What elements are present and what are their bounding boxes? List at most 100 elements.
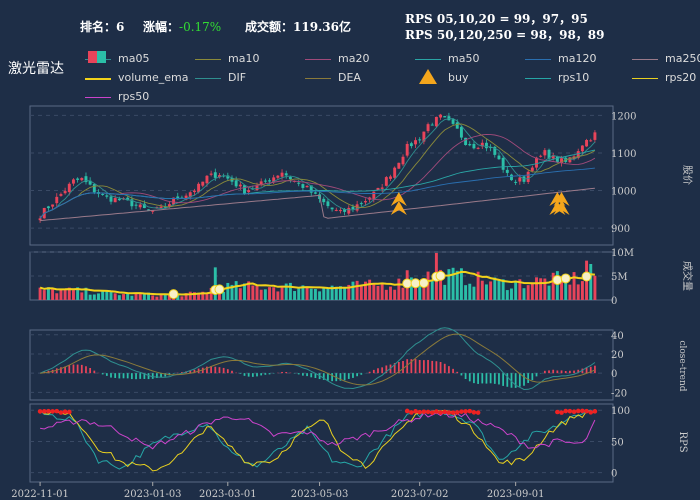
panel-frame-2 bbox=[29, 329, 614, 401]
volume-bar bbox=[59, 289, 63, 300]
rps-high-dot bbox=[417, 409, 423, 415]
rps-ylabel: RPS bbox=[677, 431, 688, 452]
volume-bar bbox=[305, 287, 309, 300]
volume-bar bbox=[92, 294, 96, 300]
volume-bar bbox=[309, 288, 313, 300]
rps-ytick-0: 0 bbox=[611, 469, 617, 480]
macd-hist-bar bbox=[489, 373, 492, 384]
macd-hist-bar bbox=[147, 373, 150, 380]
rps-high-dot bbox=[446, 410, 452, 415]
volume-bar bbox=[105, 290, 109, 300]
macd-hist-bar bbox=[473, 373, 475, 384]
candle-body bbox=[405, 143, 409, 156]
macd-hist-bar bbox=[105, 373, 108, 376]
volume-bar bbox=[284, 283, 288, 300]
candle-body bbox=[213, 172, 217, 178]
candle-body bbox=[109, 196, 113, 202]
macd-hist-bar bbox=[518, 373, 521, 387]
volume-bar bbox=[409, 277, 413, 300]
candle-body bbox=[284, 173, 288, 176]
volume-bar bbox=[138, 293, 142, 300]
volume-bar bbox=[439, 269, 443, 300]
volume-bar bbox=[526, 285, 530, 300]
candle-body bbox=[551, 155, 555, 159]
candle-body bbox=[422, 131, 426, 142]
candle-body bbox=[476, 147, 480, 149]
legend-label-DIF: DIF bbox=[228, 71, 247, 84]
candle-body bbox=[334, 209, 338, 211]
macd-hist-bar bbox=[68, 365, 71, 374]
legend-key-DEA bbox=[305, 78, 331, 79]
volume-dot bbox=[410, 278, 421, 289]
macd-hist-bar bbox=[506, 373, 509, 387]
volume-bar bbox=[243, 283, 246, 300]
candle-body bbox=[268, 180, 271, 182]
price-line-ma05 bbox=[39, 118, 596, 219]
volume-bar bbox=[84, 287, 88, 300]
volume-bar bbox=[568, 284, 572, 300]
macd-hist-bar bbox=[527, 373, 530, 383]
volume-bar bbox=[209, 287, 213, 300]
rps50-line bbox=[40, 410, 596, 450]
candle-body bbox=[501, 157, 505, 170]
macd-hist-bar bbox=[231, 370, 233, 374]
rps-high-dot bbox=[555, 409, 560, 415]
macd-hist-bar bbox=[552, 369, 555, 374]
x-tick-label-2: 2023-03-01 bbox=[199, 489, 257, 500]
candle-body bbox=[464, 137, 468, 145]
candle-body bbox=[238, 184, 242, 187]
volume-bar bbox=[46, 287, 50, 300]
macd-hist-bar bbox=[397, 361, 400, 374]
candle-body bbox=[493, 146, 497, 155]
macd-hist-bar bbox=[226, 369, 229, 374]
macd-hist-bar bbox=[347, 373, 350, 379]
chart-title: 激光雷达 bbox=[8, 61, 64, 77]
macd-hist-bar bbox=[322, 373, 325, 380]
macd-hist-bar bbox=[360, 373, 363, 375]
macd-hist-bar bbox=[189, 370, 192, 374]
rps-high-dot bbox=[463, 409, 468, 414]
volume-bar bbox=[293, 291, 297, 300]
panel-frame-3 bbox=[29, 403, 614, 483]
vol-ytick-1: 5M bbox=[611, 272, 628, 283]
volume-bar bbox=[497, 279, 501, 300]
macd-hist-bar bbox=[151, 373, 154, 379]
volume-bar bbox=[63, 288, 67, 300]
candle-body bbox=[163, 206, 167, 208]
volume-dot bbox=[168, 289, 179, 300]
legend-label-buy: buy bbox=[448, 71, 469, 84]
macd-hist-bar bbox=[356, 373, 359, 377]
rank-text: 排名：6 bbox=[80, 20, 125, 34]
candle-body bbox=[126, 197, 130, 201]
volume-bar bbox=[255, 285, 259, 300]
candle-body bbox=[138, 204, 142, 208]
candle-body bbox=[526, 171, 530, 182]
rps-high-dot bbox=[66, 409, 72, 415]
rps-high-dot bbox=[467, 408, 473, 414]
price-line-ma20 bbox=[39, 133, 596, 219]
volume-bar bbox=[88, 294, 92, 300]
candle-body bbox=[359, 203, 363, 205]
volume-bar bbox=[201, 291, 205, 300]
macd-hist-bar bbox=[452, 368, 454, 374]
macd-hist-bar bbox=[435, 361, 438, 374]
volume-bar bbox=[126, 293, 130, 300]
candle-body bbox=[539, 155, 543, 157]
candle-body bbox=[309, 185, 313, 193]
volume-bar bbox=[142, 294, 146, 300]
macd-hist-bar bbox=[243, 373, 246, 376]
volume-bar bbox=[334, 286, 338, 300]
rps-high-dot bbox=[413, 409, 418, 414]
volume-bar bbox=[560, 277, 564, 300]
candle-body bbox=[259, 181, 263, 185]
candle-body bbox=[480, 142, 484, 147]
macd-hist-bar bbox=[410, 359, 413, 374]
volume-bar bbox=[247, 281, 251, 300]
macd-hist-bar bbox=[577, 369, 580, 374]
candle-body bbox=[560, 158, 564, 164]
volume-bar bbox=[238, 288, 242, 300]
macd-hist-bar bbox=[414, 359, 417, 374]
volume-bar bbox=[71, 290, 75, 300]
legend-key-ma10 bbox=[195, 59, 221, 60]
